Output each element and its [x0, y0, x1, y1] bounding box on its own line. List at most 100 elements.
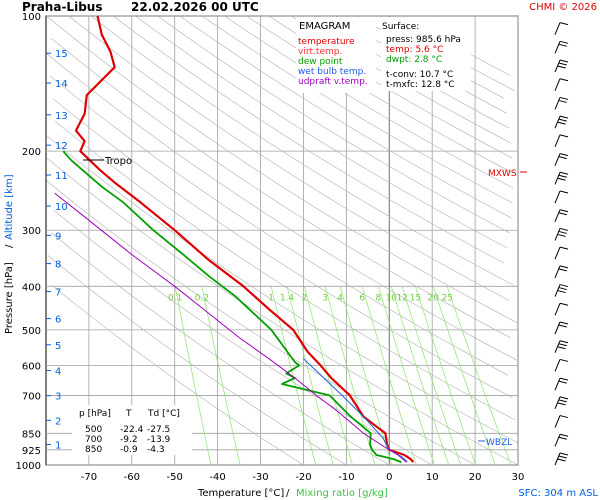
wind-barb-flag: [559, 340, 569, 344]
wind-barb-flag: [559, 115, 569, 119]
pressure-tick-label: 400: [22, 282, 41, 293]
wind-barb-flag: [559, 377, 569, 381]
levels-table-cell: 850: [85, 445, 102, 455]
dry-adiabat-line: [135, 15, 508, 249]
wind-barb-staff: [554, 153, 561, 166]
x-tick-label: -50: [167, 472, 183, 483]
wind-barb-flag: [558, 399, 567, 403]
wind-barb-staff: [554, 340, 561, 353]
dry-adiabat-line: [51, 285, 304, 466]
wind-barb-flag: [558, 118, 567, 122]
wind-barb-flag: [559, 134, 569, 138]
dry-adiabat-line: [52, 98, 513, 398]
series-line-temperature: [74, 15, 415, 463]
mixing-ratio-line: [174, 286, 212, 466]
dry-adiabat-line: [68, 15, 510, 301]
wind-barb-flag: [559, 321, 569, 325]
wind-barb-staff: [554, 396, 561, 410]
wind-barb-staff: [554, 209, 561, 222]
datetime-title: 22.02.2026 00 UTC: [131, 0, 259, 14]
series-line-udpraft-v-temp-: [54, 192, 407, 463]
dry-adiabat-line: [179, 15, 512, 219]
legend-item-label: udpraft v.temp.: [298, 77, 368, 87]
wind-barb-flag: [557, 346, 566, 350]
mixing-ratio-tick-label: 1: [268, 293, 274, 303]
pressure-tick-label: 100: [22, 12, 41, 23]
x-tick-label: 30: [512, 472, 525, 483]
dry-adiabat-line: [113, 15, 504, 264]
mixing-ratio-line: [270, 286, 317, 466]
wind-barb-flag: [559, 433, 569, 437]
mixing-ratio-tick-label: 0.2: [195, 293, 209, 303]
sfc-label: SFC: 304 m ASL: [518, 488, 598, 499]
wind-barb-flag: [559, 59, 569, 63]
wind-barb-flag: [558, 343, 567, 347]
wind-barb-flag: [558, 230, 567, 234]
y-axis-title: Pressure [hPa]: [4, 262, 15, 334]
altitude-tick-label: 15: [55, 49, 68, 60]
levels-table-header: p [hPa]: [79, 409, 111, 419]
wind-barb-flag: [558, 62, 567, 66]
wind-barb-staff: [554, 97, 561, 110]
levels-table-cell: -13.9: [147, 435, 171, 445]
altitude-tick-label: 7: [55, 288, 61, 299]
surface-tconv: t-conv: 10.7 °C: [386, 70, 453, 80]
wind-barb-flag: [558, 455, 567, 459]
mixing-ratio-line: [339, 286, 393, 466]
wind-barb-flag: [557, 402, 566, 406]
wind-barb-flag: [557, 290, 566, 294]
legend-item-label: temperature: [298, 37, 355, 47]
axes-layer: -70 -60 -50 -40 -30 -20 -10 0 10 20 30 100 200 300 400…: [16, 12, 525, 483]
pressure-tick-label: 200: [22, 147, 41, 158]
wind-barb-flag: [559, 209, 569, 213]
series-line-dew-point: [62, 150, 402, 463]
series-layer: [54, 15, 415, 463]
wind-barb-flag: [559, 358, 569, 362]
altitude-tick-label: 1: [55, 441, 61, 452]
levels-table-cell: -22.4: [120, 425, 144, 435]
wind-barb-staff: [554, 452, 561, 466]
dry-adiabat-line: [90, 15, 515, 286]
x-tick-label: -10: [338, 472, 354, 483]
surface-dwpt: dwpt: 2.8 °C: [386, 55, 442, 65]
levels-table-cell: -9.2: [120, 435, 138, 445]
dry-adiabat-line: [51, 38, 511, 339]
wind-barb-staff: [554, 78, 561, 91]
mixing-ratio-tick-label: 6: [359, 293, 365, 303]
mixing-ratio-line: [378, 286, 435, 466]
surface-box: [381, 17, 471, 91]
dry-adiabat-line: [47, 255, 347, 466]
surface-title: Surface:: [382, 22, 419, 32]
wind-barb-flag: [557, 177, 566, 181]
mixing-ratio-line: [286, 286, 334, 466]
altitude-tick-label: 10: [55, 202, 68, 213]
y-axis-title-2: Altitude [km]: [4, 174, 15, 240]
pressure-tick-label: 300: [22, 226, 41, 237]
altitude-tick-label: 8: [55, 260, 61, 271]
pressure-tick-label: 700: [22, 391, 41, 402]
wind-barb-flag: [559, 190, 569, 194]
wind-barb-staff: [554, 359, 561, 372]
altitude-tick-label: 3: [55, 392, 61, 403]
wind-barb-staff: [554, 246, 561, 260]
wind-barb-staff: [554, 22, 561, 35]
series-line-wet-bulb-temp-: [303, 358, 408, 463]
wind-barb-staff: [554, 434, 561, 447]
wind-barb-staff: [554, 265, 561, 279]
mixing-ratio-line: [390, 286, 450, 466]
wind-barb-flag: [559, 415, 569, 419]
legend-item-label: wet bulb temp.: [298, 67, 366, 77]
mixing-ratio-tick-label: 8: [376, 293, 382, 303]
wind-barb-flag: [558, 99, 567, 103]
wind-barb-flag: [559, 302, 569, 306]
dry-adiabats-layer: [46, 15, 519, 466]
wind-barb-flag: [559, 171, 569, 175]
mixing-ratio-line: [415, 286, 476, 466]
mxws-label: MXWS: [488, 169, 517, 179]
dry-adiabat-line: [157, 15, 510, 234]
altitude-tick-label: 14: [55, 79, 68, 90]
legend-item-label: virt.temp.: [298, 47, 342, 57]
wind-barb-staff: [554, 59, 561, 73]
wind-barb-staff: [554, 303, 561, 316]
wind-barb-flag: [557, 65, 566, 69]
